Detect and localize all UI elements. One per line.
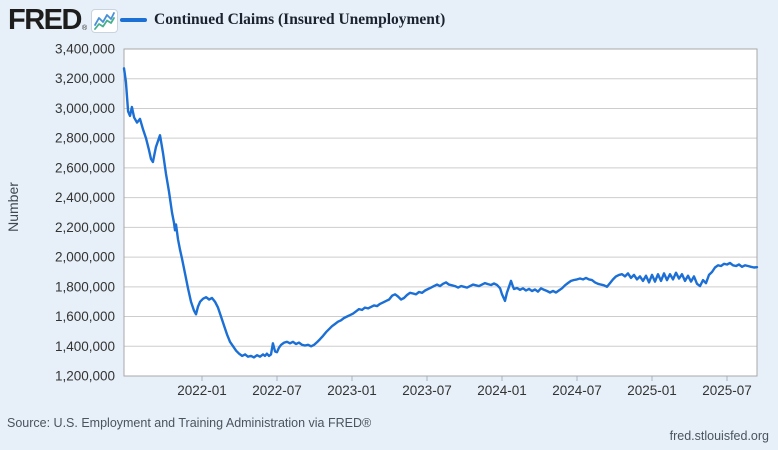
x-tick-label: 2025-07 xyxy=(702,383,752,398)
site-link[interactable]: fred.stlouisfed.org xyxy=(669,429,769,443)
x-tick-label: 2023-07 xyxy=(402,383,452,398)
plot-border xyxy=(123,48,758,377)
y-tick-label: 2,600,000 xyxy=(55,160,115,175)
fred-logo-text: FRED xyxy=(8,4,82,36)
registered-trademark: ® xyxy=(81,25,88,32)
x-tick-label: 2024-07 xyxy=(552,383,602,398)
y-tick-label: 3,000,000 xyxy=(55,101,115,116)
y-tick-label: 2,000,000 xyxy=(55,250,115,265)
y-tick-label: 3,400,000 xyxy=(55,42,115,57)
y-tick-label: 1,800,000 xyxy=(55,279,115,294)
y-tick-label: 3,200,000 xyxy=(55,71,115,86)
chart-legend: Continued Claims (Insured Unemployment) xyxy=(120,11,445,29)
x-tick-label: 2022-01 xyxy=(177,383,227,398)
x-tick-label: 2022-07 xyxy=(252,383,302,398)
y-tick-label: 2,200,000 xyxy=(55,220,115,235)
legend-series-label: Continued Claims (Insured Unemployment) xyxy=(154,11,446,28)
x-tick-label: 2024-01 xyxy=(477,383,527,398)
source-note: Source: U.S. Employment and Training Adm… xyxy=(7,416,372,430)
y-tick-label: 1,400,000 xyxy=(55,339,115,354)
y-tick-label: 2,800,000 xyxy=(55,131,115,146)
line-chart-icon xyxy=(91,9,119,33)
x-tick-label: 2023-01 xyxy=(327,383,377,398)
legend-line-swatch xyxy=(120,18,147,22)
y-tick-label: 2,400,000 xyxy=(55,190,115,205)
data-line xyxy=(122,67,759,359)
x-tick-label: 2025-01 xyxy=(627,383,677,398)
fred-logo[interactable]: FRED ® xyxy=(8,4,119,36)
plot-area xyxy=(124,49,757,376)
y-tick-label: 1,600,000 xyxy=(55,309,115,324)
y-tick-label: 1,200,000 xyxy=(55,369,115,384)
